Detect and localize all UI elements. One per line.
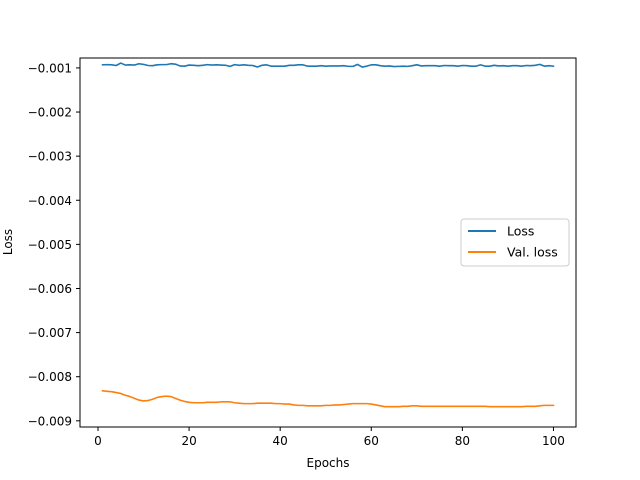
x-tick-label: 60 [364, 434, 379, 448]
x-tick-label: 100 [542, 434, 565, 448]
legend-label-loss: Loss [507, 224, 534, 239]
y-tick-label: −0.002 [28, 106, 72, 120]
y-tick-label: −0.007 [28, 326, 72, 340]
y-tick-label: −0.003 [28, 150, 72, 164]
x-tick-label: 40 [273, 434, 288, 448]
y-tick-label: −0.001 [28, 61, 72, 75]
x-tick-label: 80 [455, 434, 470, 448]
series-line-loss [101, 62, 555, 68]
y-tick-label: −0.006 [28, 282, 72, 296]
legend-label-val-loss: Val. loss [507, 245, 558, 260]
y-axis-ticks: −0.001 −0.002 −0.003 −0.004 −0.005 −0.006 −0.0… [28, 61, 80, 428]
y-tick-label: −0.005 [28, 238, 72, 252]
y-tick-label: −0.004 [28, 194, 72, 208]
legend: Loss Val. loss [460, 218, 570, 267]
x-tick-label: 20 [181, 434, 196, 448]
plot-area-frame [79, 57, 577, 428]
x-tick-label: 0 [94, 434, 102, 448]
x-axis-label: Epochs [307, 456, 350, 470]
series-line-val-loss [101, 389, 555, 408]
x-axis-ticks: 0 20 40 60 80 100 [94, 427, 565, 448]
y-tick-label: −0.008 [28, 370, 72, 384]
y-tick-label: −0.009 [28, 414, 72, 428]
series-layer [101, 62, 555, 408]
y-axis-label: Loss [1, 229, 15, 255]
